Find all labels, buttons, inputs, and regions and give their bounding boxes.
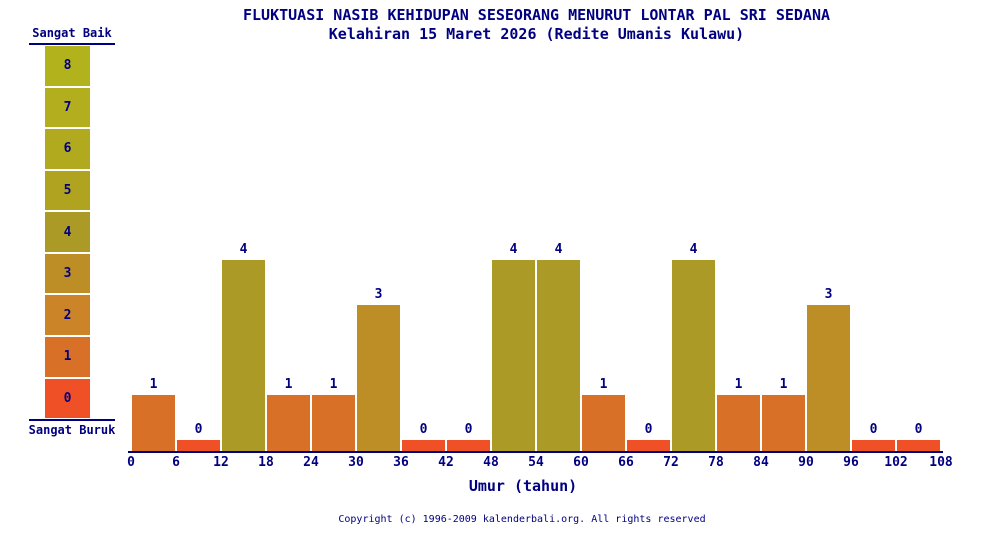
bar-value-label: 0 bbox=[914, 422, 923, 437]
bar-age-18-24 bbox=[267, 395, 310, 451]
copyright-text: Copyright (c) 1996-2009 kalenderbali.org… bbox=[338, 514, 706, 525]
bar-value-label: 4 bbox=[509, 242, 518, 257]
bar-value-label: 1 bbox=[599, 377, 608, 392]
bar-value-label: 1 bbox=[329, 377, 338, 392]
scale-cell-1: 1 bbox=[45, 336, 90, 377]
bar-value-label: 0 bbox=[869, 422, 878, 437]
bar-age-72-78 bbox=[672, 260, 715, 451]
x-tick-72: 72 bbox=[663, 455, 679, 470]
bar-age-12-18 bbox=[222, 260, 265, 451]
bar-value-label: 1 bbox=[734, 377, 743, 392]
x-tick-6: 6 bbox=[172, 455, 180, 470]
bar-age-30-36 bbox=[357, 305, 400, 451]
x-axis-ticks: 0 6 12 18 24 30 36 42 48 54 60 66 72 78 84 90 96 102 108 bbox=[127, 455, 953, 470]
bar-value-label: 4 bbox=[689, 242, 698, 257]
chart-title-block: FLUKTUASI NASIB KEHIDUPAN SESEORANG MENU… bbox=[130, 6, 943, 44]
bar-age-6-12 bbox=[177, 440, 220, 451]
x-tick-78: 78 bbox=[708, 455, 724, 470]
scale-cell-3: 3 bbox=[45, 253, 90, 294]
scale-top-rule bbox=[29, 43, 115, 45]
x-tick-42: 42 bbox=[438, 455, 454, 470]
x-tick-30: 30 bbox=[348, 455, 364, 470]
x-tick-0: 0 bbox=[127, 455, 135, 470]
bar-age-48-54 bbox=[492, 260, 535, 451]
bar-value-label: 3 bbox=[374, 287, 383, 302]
bar-age-96-102 bbox=[852, 440, 895, 451]
scale-top-label: Sangat Baik bbox=[32, 26, 112, 40]
x-tick-84: 84 bbox=[753, 455, 769, 470]
x-tick-90: 90 bbox=[798, 455, 814, 470]
x-tick-54: 54 bbox=[528, 455, 544, 470]
bar-value-label: 0 bbox=[419, 422, 428, 437]
x-tick-48: 48 bbox=[483, 455, 499, 470]
bar-age-66-72 bbox=[627, 440, 670, 451]
scale-cell-4: 4 bbox=[45, 212, 90, 252]
bar-value-label: 1 bbox=[779, 377, 788, 392]
bar-value-label: 1 bbox=[149, 377, 158, 392]
bar-age-42-48 bbox=[447, 440, 490, 451]
x-axis-line bbox=[128, 451, 943, 453]
scale-bottom-label: Sangat Buruk bbox=[28, 423, 116, 437]
x-axis-label: Umur (tahun) bbox=[468, 477, 578, 495]
bar-plot: 1 0 4 1 1 3 0 0 4 4 1 0 4 1 1 3 0 0 bbox=[131, 0, 941, 451]
bar-value-label: 1 bbox=[284, 377, 293, 392]
scale-cell-0: 0 bbox=[45, 378, 90, 419]
bar-age-84-90 bbox=[762, 395, 805, 451]
x-tick-96: 96 bbox=[843, 455, 859, 470]
bar-value-label: 4 bbox=[554, 242, 563, 257]
chart-subtitle: Kelahiran 15 Maret 2026 (Redite Umanis K… bbox=[328, 25, 745, 43]
scale-bottom-rule bbox=[29, 419, 115, 421]
bar-age-54-60 bbox=[537, 260, 580, 451]
bar-value-label: 3 bbox=[824, 287, 833, 302]
x-tick-66: 66 bbox=[618, 455, 634, 470]
bar-value-label: 0 bbox=[644, 422, 653, 437]
bar-age-90-96 bbox=[807, 305, 850, 451]
bar-value-label: 0 bbox=[464, 422, 473, 437]
x-tick-12: 12 bbox=[213, 455, 229, 470]
bar-age-36-42 bbox=[402, 440, 445, 451]
bar-age-60-66 bbox=[582, 395, 625, 451]
scale-cell-2: 2 bbox=[45, 295, 90, 335]
bar-age-102-108 bbox=[897, 440, 940, 451]
x-tick-108: 108 bbox=[929, 455, 953, 470]
chart-title: FLUKTUASI NASIB KEHIDUPAN SESEORANG MENU… bbox=[243, 6, 830, 24]
bar-age-0-6 bbox=[132, 395, 175, 451]
scale-cell-8: 8 bbox=[45, 46, 90, 86]
bar-age-78-84 bbox=[717, 395, 760, 451]
scale-cell-6: 6 bbox=[45, 129, 90, 169]
x-tick-18: 18 bbox=[258, 455, 274, 470]
x-tick-60: 60 bbox=[573, 455, 589, 470]
bar-value-label: 4 bbox=[239, 242, 248, 257]
x-tick-24: 24 bbox=[303, 455, 319, 470]
x-tick-36: 36 bbox=[393, 455, 409, 470]
scale-cell-7: 7 bbox=[45, 87, 90, 128]
bar-value-label: 0 bbox=[194, 422, 203, 437]
x-tick-102: 102 bbox=[884, 455, 908, 470]
scale-cell-5: 5 bbox=[45, 170, 90, 211]
bar-age-24-30 bbox=[312, 395, 355, 451]
